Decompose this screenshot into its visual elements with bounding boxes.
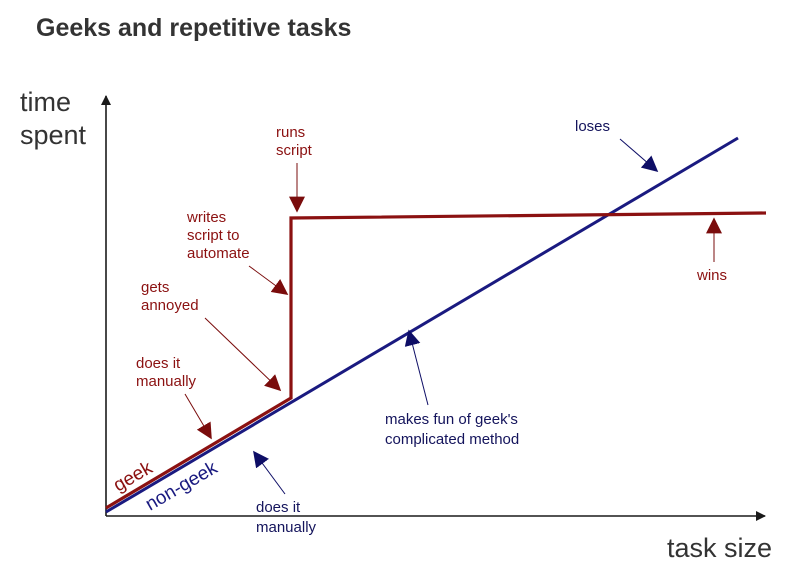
annotation-nongeek-manual-line-1: does it	[256, 499, 301, 516]
annotation-geek-manual-line-2: manually	[136, 373, 197, 390]
annotation-writes-script-line-1: writes	[186, 209, 226, 226]
annotation-runs-script: runs script	[276, 124, 313, 213]
annotation-writes-script-line-2: script to	[187, 227, 240, 244]
annotation-writes-script-arrow	[248, 265, 289, 295]
y-axis-label-line-1: time	[20, 87, 71, 117]
annotation-gets-annoyed-line-2: annoyed	[141, 297, 199, 314]
annotation-nongeek-manual-arrow	[253, 450, 286, 495]
annotation-geek-manual-arrow	[184, 393, 212, 440]
annotation-loses-arrow	[619, 138, 659, 173]
annotation-geek-manual: does it manually	[136, 355, 212, 440]
annotation-runs-script-line-1: runs	[276, 124, 305, 141]
annotation-geek-manual-line-1: does it	[136, 355, 181, 372]
annotation-gets-annoyed-line-1: gets	[141, 279, 169, 296]
annotation-makes-fun-line-2: complicated method	[385, 431, 519, 448]
annotation-nongeek-manual: does it manually	[253, 450, 317, 536]
annotation-gets-annoyed: gets annoyed	[141, 279, 282, 392]
annotation-writes-script: writes script to automate	[186, 209, 289, 295]
annotation-loses: loses	[575, 118, 659, 173]
annotation-nongeek-manual-line-2: manually	[256, 519, 317, 536]
x-axis-label: task size	[667, 533, 772, 563]
diagram-title: Geeks and repetitive tasks	[36, 14, 351, 42]
axes: time spent task size	[20, 87, 772, 563]
annotation-gets-annoyed-arrow	[204, 317, 282, 392]
geek-line	[105, 211, 767, 510]
annotation-wins: wins	[696, 217, 727, 284]
annotation-makes-fun: makes fun of geek's complicated method	[385, 329, 519, 448]
y-axis-label-line-2: spent	[20, 120, 87, 150]
annotation-runs-script-line-2: script	[276, 142, 313, 159]
non-geek-line	[105, 136, 739, 514]
annotation-writes-script-line-3: automate	[187, 245, 250, 262]
annotation-wins-label: wins	[696, 267, 727, 284]
annotation-makes-fun-arrow	[404, 329, 429, 406]
annotation-makes-fun-line-1: makes fun of geek's	[385, 411, 518, 428]
annotation-loses-label: loses	[575, 118, 610, 135]
